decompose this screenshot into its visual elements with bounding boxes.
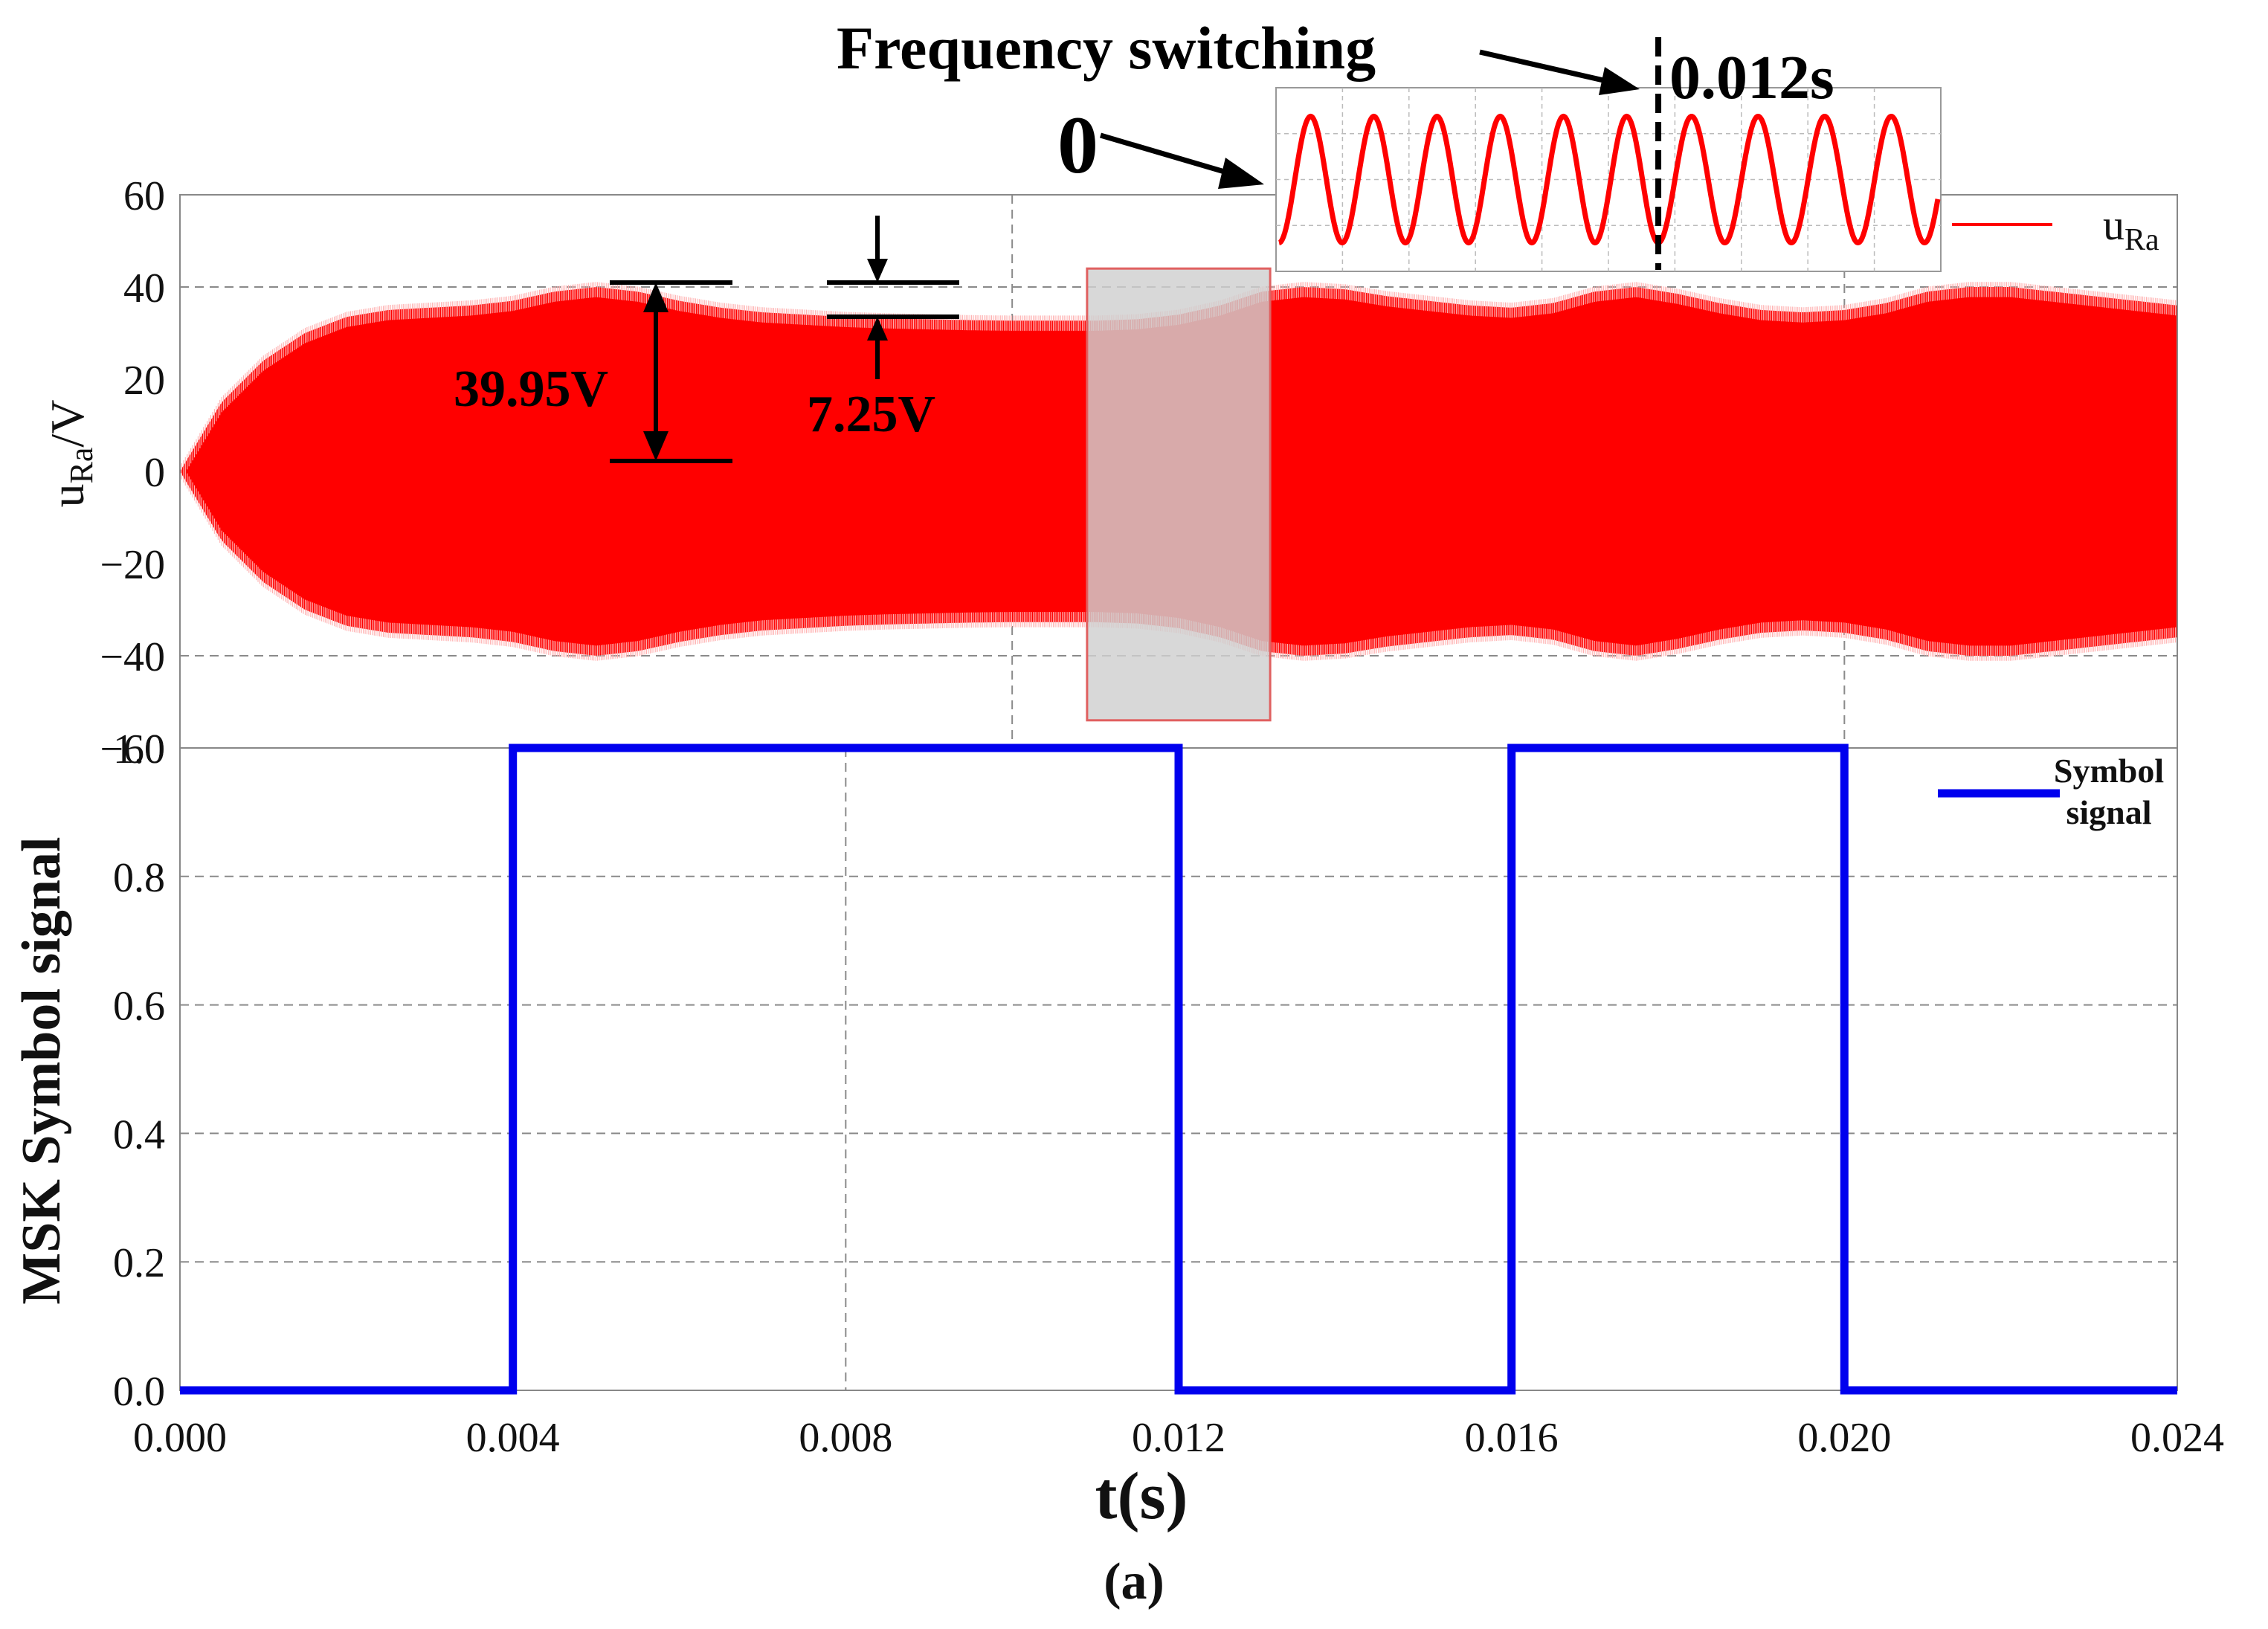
symbol-y-ticks: 0.0 0.2 0.4 0.6 0.8 1.0 — [113, 726, 165, 1415]
zoom-highlight-box — [1086, 267, 1272, 722]
voltage-y-tick-label: 20 — [123, 358, 165, 404]
zero-phase-label: 0 — [1057, 100, 1098, 190]
amplitude-label: 39.95V — [454, 361, 608, 418]
voltage-legend-sub: Ra — [2124, 223, 2159, 257]
ripple-arrow-head-up — [867, 317, 888, 341]
voltage-y-tick-label: 40 — [123, 265, 165, 312]
time-x-tick-label: 0.012 — [1132, 1415, 1225, 1461]
voltage-y-tick-label: −60 — [100, 726, 165, 772]
symbol-y-tick-label: 0.0 — [113, 1369, 165, 1415]
time-x-tick-label: 0.004 — [466, 1415, 560, 1461]
measurement-annotations — [610, 216, 959, 463]
voltage-y-tick-label: −40 — [100, 634, 165, 680]
symbol-legend-line1: Symbol — [2054, 752, 2164, 790]
symbol-y-tick-label: 0.2 — [113, 1240, 165, 1286]
voltage-y-axis-label-main: u — [41, 483, 94, 507]
time-x-tick-label: 0.000 — [133, 1415, 227, 1461]
symbol-y-tick-label: 0.6 — [113, 984, 165, 1030]
freq-arrow-shaft — [1479, 49, 1611, 85]
switch-time-label: 0.012s — [1669, 43, 1834, 112]
ripple-arrow-head-down — [867, 259, 888, 283]
voltage-y-axis-label-unit: /V — [41, 400, 94, 448]
zoom-highlight-region — [1086, 267, 1272, 722]
symbol-y-axis-label: MSK Symbol signal — [11, 836, 72, 1304]
zero-arrow-shaft — [1100, 132, 1228, 175]
symbol-legend-line2: signal — [2066, 793, 2151, 831]
symbol-signal-line — [180, 743, 2177, 1395]
symbol-plot: 0.00.20.40.60.81.0 0.000 0.004 0.008 0.012 0… — [11, 726, 2224, 1533]
time-x-tick-label: 0.024 — [2130, 1415, 2224, 1461]
voltage-legend-main: u — [2103, 201, 2124, 249]
inset-waveform — [1278, 113, 1941, 246]
freq-arrow-head — [1599, 67, 1640, 95]
zero-arrow-head — [1218, 158, 1264, 189]
voltage-legend-label: uRa — [2103, 201, 2159, 257]
zoom-inset — [1100, 37, 1942, 272]
time-x-tick-label: 0.016 — [1465, 1415, 1559, 1461]
voltage-y-axis-label-sub: Ra — [63, 448, 100, 484]
figure-caption: (a) — [1104, 1553, 1164, 1610]
time-x-tick-label: 0.008 — [799, 1415, 892, 1461]
amp-arrow-head-down — [643, 431, 669, 461]
symbol-x-ticks: 0.000 0.004 0.008 0.012 0.016 0.020 0.024 — [133, 1415, 2224, 1461]
symbol-y-tick-label: 1.0 — [113, 726, 165, 772]
time-axis-label: t(s) — [1095, 1459, 1188, 1533]
frequency-switching-label: Frequency switching — [837, 14, 1376, 82]
voltage-y-tick-label: 0 — [144, 450, 165, 496]
symbol-y-tick-label: 0.4 — [113, 1112, 165, 1158]
amp-arrow-head-up — [643, 283, 669, 312]
ripple-label: 7.25V — [807, 386, 935, 443]
symbol-y-tick-label: 0.8 — [113, 855, 165, 901]
voltage-y-tick-label: 60 — [123, 173, 165, 219]
voltage-y-axis-label: uRa/V — [41, 400, 100, 508]
voltage-y-tick-label: −20 — [100, 542, 165, 588]
time-x-tick-label: 0.020 — [1797, 1415, 1891, 1461]
voltage-y-ticks: 60 40 20 0 −20 −40 −60 — [100, 173, 165, 772]
